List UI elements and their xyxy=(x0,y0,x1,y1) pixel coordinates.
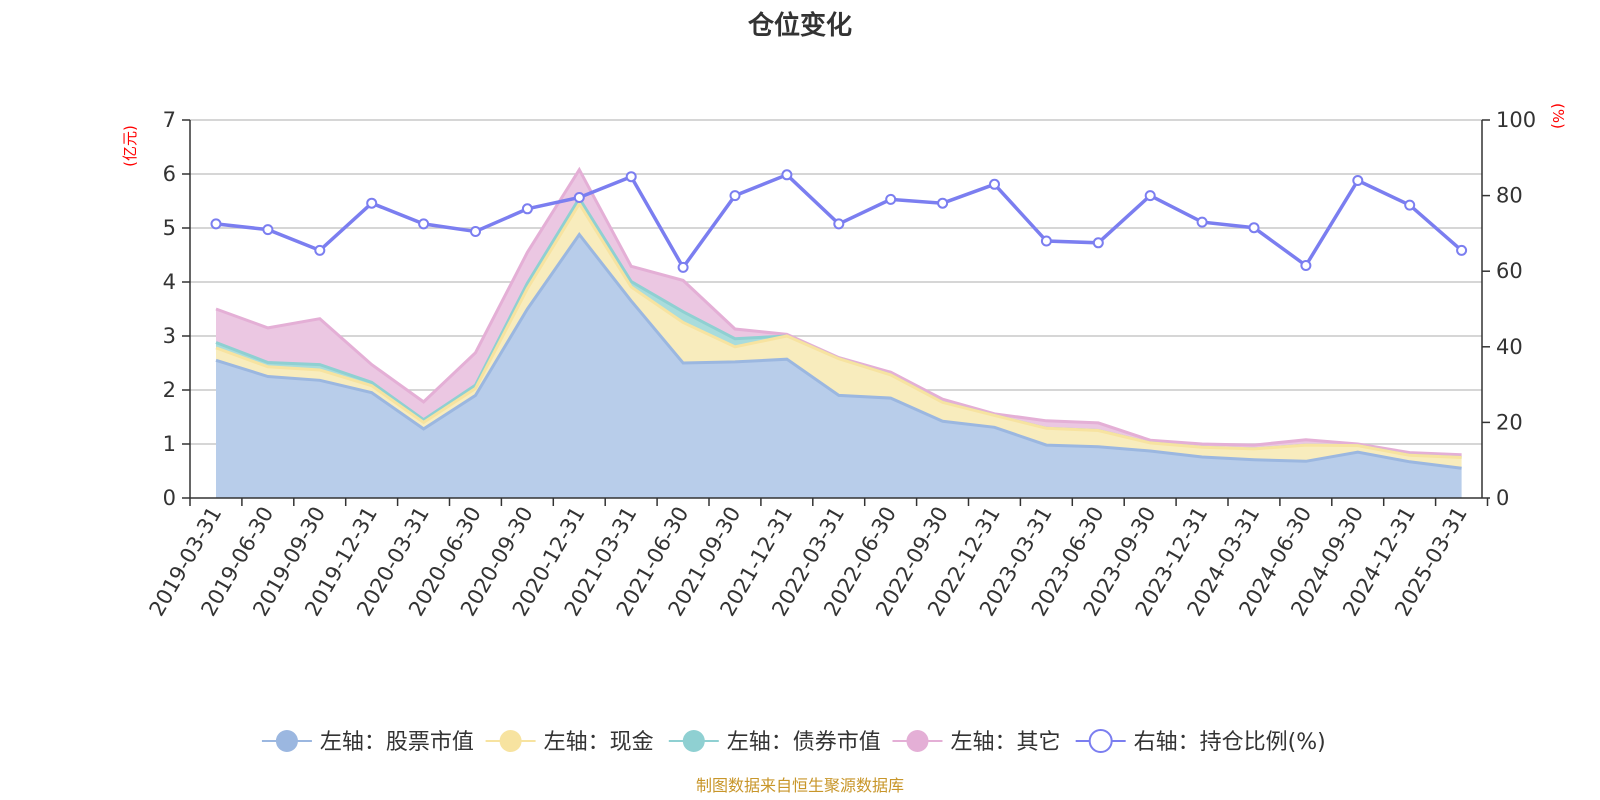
legend-item-2: 左轴：债券市值 xyxy=(668,730,881,755)
legend-label: 右轴：持仓比例(%) xyxy=(1134,730,1326,755)
right-axis-unit: (%) xyxy=(1549,103,1567,129)
ratio-point xyxy=(677,261,689,273)
area-edge-0 xyxy=(215,231,1462,470)
left-tick-label: 4 xyxy=(163,270,176,294)
ratio-point xyxy=(1352,175,1364,186)
legend-label: 左轴：其它 xyxy=(950,730,1060,755)
ratio-point xyxy=(781,169,793,181)
ratio-point xyxy=(418,218,430,230)
right-tick-label: 20 xyxy=(1496,410,1523,434)
ratio-point xyxy=(937,197,949,209)
ratio-point xyxy=(625,171,637,183)
ratio-point xyxy=(1456,244,1468,256)
left-tick-label: 6 xyxy=(163,162,176,186)
legend-item-4: 右轴：持仓比例(%) xyxy=(1075,729,1326,755)
area-edge-1 xyxy=(215,200,1462,459)
legend-marker-circle xyxy=(499,730,522,752)
ratio-point xyxy=(314,244,326,256)
ratio-point xyxy=(1092,237,1104,249)
left-tick-label: 5 xyxy=(163,216,176,240)
ratio-point xyxy=(262,224,274,236)
left-axis-unit: (亿元) xyxy=(121,125,139,167)
ratio-point xyxy=(1404,199,1416,211)
ratio-point xyxy=(1196,216,1208,228)
legend-item-3: 左轴：其它 xyxy=(892,730,1060,755)
ratio-point xyxy=(989,178,1000,190)
legend-label: 左轴：现金 xyxy=(544,730,654,755)
ratio-point xyxy=(210,218,222,230)
data-source-note: 制图数据来自恒生聚源数据库 xyxy=(696,776,904,795)
area-0 xyxy=(216,234,1462,498)
area-series xyxy=(215,166,1462,498)
right-tick-label: 60 xyxy=(1496,259,1523,283)
ratio-point xyxy=(573,192,585,203)
legend-marker-circle xyxy=(682,730,705,752)
ratio-point xyxy=(885,193,897,205)
right-tick-label: 0 xyxy=(1496,486,1509,510)
ratio-point xyxy=(1248,222,1260,234)
legend: 左轴：股票市值 左轴：现金 左轴：债券市值 左轴：其它 右轴：持仓比例(%) xyxy=(261,729,1326,755)
right-tick-label: 40 xyxy=(1496,335,1523,359)
left-tick-label: 0 xyxy=(163,486,176,510)
legend-marker-circle xyxy=(275,730,298,752)
legend-marker-circle xyxy=(1088,729,1113,753)
ratio-line-series xyxy=(210,169,1468,273)
right-tick-label: 80 xyxy=(1496,184,1523,208)
ratio-point xyxy=(521,203,533,215)
legend-label: 左轴：股票市值 xyxy=(320,730,474,755)
ratio-point xyxy=(1300,260,1312,271)
legend-item-1: 左轴：现金 xyxy=(485,730,654,755)
chart-title: 仓位变化 xyxy=(747,10,852,41)
left-tick-label: 2 xyxy=(163,378,176,402)
ratio-point xyxy=(833,218,845,230)
ratio-point xyxy=(470,226,481,237)
legend-label: 左轴：债券市值 xyxy=(727,730,881,755)
left-tick-label: 3 xyxy=(163,324,176,348)
ratio-point xyxy=(366,197,378,209)
legend-marker-circle xyxy=(906,730,929,752)
right-tick-label: 100 xyxy=(1496,108,1536,132)
left-tick-label: 7 xyxy=(163,108,176,132)
left-tick-label: 1 xyxy=(163,432,176,456)
ratio-point xyxy=(729,190,741,202)
ratio-point xyxy=(1144,190,1156,202)
legend-item-0: 左轴：股票市值 xyxy=(261,730,474,755)
ratio-point xyxy=(1040,235,1052,247)
